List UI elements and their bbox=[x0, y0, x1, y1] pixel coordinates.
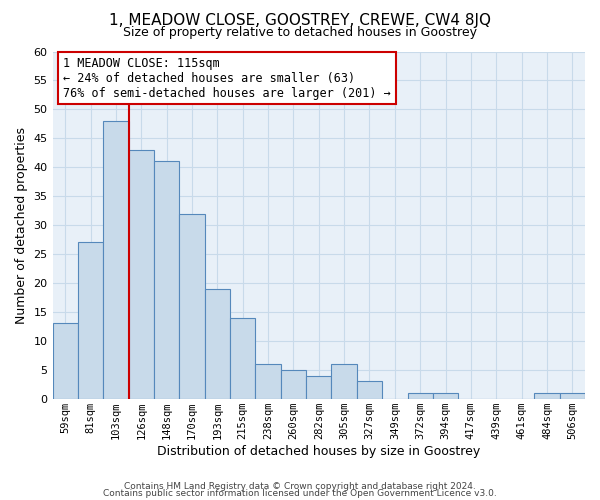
Bar bbox=[179, 214, 205, 398]
Bar bbox=[407, 393, 433, 398]
Bar bbox=[128, 150, 154, 398]
Bar bbox=[306, 376, 331, 398]
Bar bbox=[205, 288, 230, 399]
Bar bbox=[154, 162, 179, 398]
X-axis label: Distribution of detached houses by size in Goostrey: Distribution of detached houses by size … bbox=[157, 444, 481, 458]
Bar bbox=[103, 121, 128, 398]
Text: Contains HM Land Registry data © Crown copyright and database right 2024.: Contains HM Land Registry data © Crown c… bbox=[124, 482, 476, 491]
Bar bbox=[534, 393, 560, 398]
Bar bbox=[357, 382, 382, 398]
Bar bbox=[230, 318, 256, 398]
Text: 1, MEADOW CLOSE, GOOSTREY, CREWE, CW4 8JQ: 1, MEADOW CLOSE, GOOSTREY, CREWE, CW4 8J… bbox=[109, 12, 491, 28]
Bar bbox=[256, 364, 281, 398]
Bar bbox=[281, 370, 306, 398]
Bar bbox=[560, 393, 585, 398]
Bar bbox=[53, 324, 78, 398]
Bar bbox=[78, 242, 103, 398]
Text: 1 MEADOW CLOSE: 115sqm
← 24% of detached houses are smaller (63)
76% of semi-det: 1 MEADOW CLOSE: 115sqm ← 24% of detached… bbox=[63, 56, 391, 100]
Bar bbox=[331, 364, 357, 398]
Y-axis label: Number of detached properties: Number of detached properties bbox=[15, 126, 28, 324]
Bar bbox=[433, 393, 458, 398]
Text: Size of property relative to detached houses in Goostrey: Size of property relative to detached ho… bbox=[123, 26, 477, 39]
Text: Contains public sector information licensed under the Open Government Licence v3: Contains public sector information licen… bbox=[103, 489, 497, 498]
